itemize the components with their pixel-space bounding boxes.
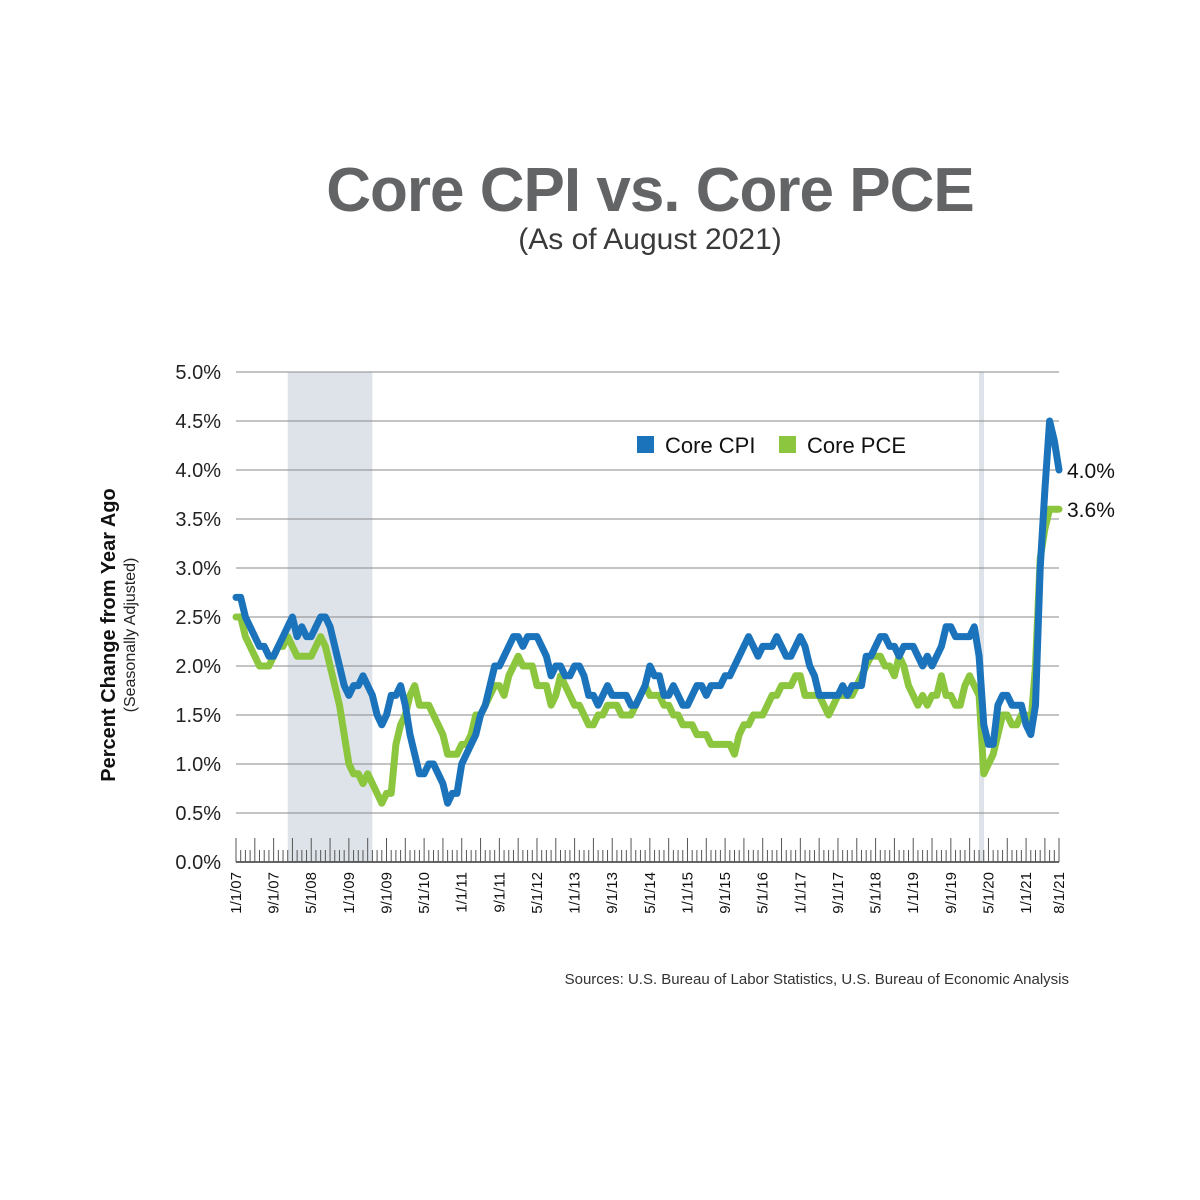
x-tick-label: 9/1/11	[491, 872, 508, 913]
end-labels: 4.0% 3.6%	[1067, 460, 1115, 522]
x-tick-label: 5/1/12	[529, 872, 546, 914]
x-axis: 1/1/07 9/1/07 5/1/08 1/1/09 9/1/09 5/1/10 1/1/…	[228, 838, 1068, 914]
y-tick-label: 0.5%	[175, 803, 221, 825]
y-tick-label: 1.5%	[175, 705, 221, 727]
y-axis-sublabel: (Seasonally Adjusted)	[122, 558, 139, 713]
chart-title: Core CPI vs. Core PCE	[326, 156, 974, 225]
legend-label: Core PCE	[807, 433, 906, 458]
y-tick-label: 2.5%	[175, 607, 221, 629]
end-label-core-pce: 3.6%	[1067, 499, 1115, 522]
x-tick-label: 1/1/21	[1018, 872, 1035, 914]
y-tick-label: 3.0%	[175, 558, 221, 580]
x-tick-label: 5/1/18	[868, 872, 885, 914]
y-axis-label-group: Percent Change from Year Ago (Seasonally…	[98, 488, 139, 781]
x-tick-label: 1/1/15	[679, 872, 696, 914]
y-tick-label: 3.5%	[175, 509, 221, 531]
x-tick-label: 9/1/15	[717, 872, 734, 914]
x-tick-label: 9/1/07	[266, 872, 283, 914]
y-axis-label: Percent Change from Year Ago	[98, 488, 120, 781]
series-lines	[232, 417, 1063, 807]
x-tick-label: 5/1/10	[416, 872, 433, 914]
x-tick-label: 5/1/14	[642, 872, 659, 914]
y-axis-ticks: 0.0% 0.5% 1.0% 1.5% 2.0% 2.5% 3.0% 3.5% 4.0% 4.5%…	[175, 362, 221, 874]
x-tick-label: 1/1/07	[228, 872, 245, 914]
y-tick-label: 4.0%	[175, 460, 221, 482]
x-tick-label: 9/1/19	[943, 872, 960, 914]
source-note: Sources: U.S. Bureau of Labor Statistics…	[564, 971, 1069, 988]
series-line-core-pce	[232, 505, 1063, 807]
x-tick-label: 5/1/20	[980, 872, 997, 914]
x-tick-label: 5/1/16	[755, 872, 772, 914]
chart-subtitle: (As of August 2021)	[518, 223, 782, 256]
legend: Core CPI Core PCE	[637, 433, 906, 458]
x-tick-label: 9/1/13	[604, 872, 621, 914]
series-line-core-cpi	[232, 417, 1063, 807]
y-tick-label: 4.5%	[175, 411, 221, 433]
x-tick-label: 1/1/17	[792, 872, 809, 914]
x-tick-label: 1/1/11	[454, 872, 471, 913]
x-tick-label: 9/1/09	[378, 872, 395, 914]
x-tick-label: 9/1/17	[830, 872, 847, 914]
y-tick-label: 0.0%	[175, 852, 221, 874]
x-tick-label: 1/1/13	[567, 872, 584, 914]
legend-label: Core CPI	[665, 433, 755, 458]
x-tick-label: 1/1/19	[905, 872, 922, 914]
y-tick-label: 1.0%	[175, 754, 221, 776]
x-tick-label: 8/1/21	[1051, 872, 1068, 914]
y-tick-label: 2.0%	[175, 656, 221, 678]
x-tick-label: 1/1/09	[341, 872, 358, 914]
x-tick-label: 5/1/08	[303, 872, 320, 914]
legend-swatch	[779, 436, 796, 453]
legend-swatch	[637, 436, 654, 453]
end-label-core-cpi: 4.0%	[1067, 460, 1115, 483]
y-tick-label: 5.0%	[175, 362, 221, 384]
